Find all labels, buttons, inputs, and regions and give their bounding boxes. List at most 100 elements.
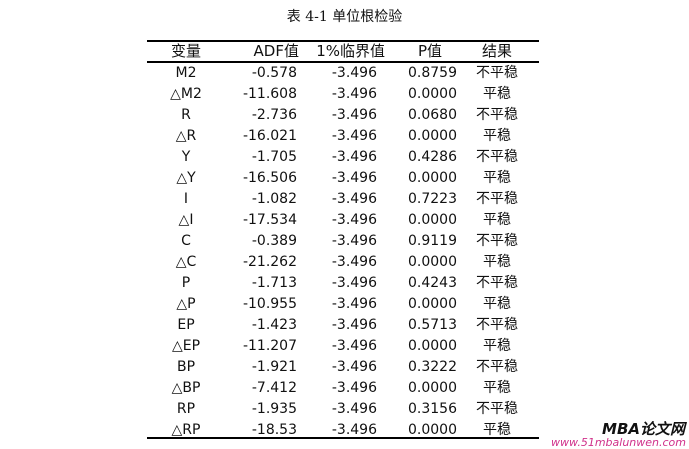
- cell-variable: △EP: [171, 338, 201, 354]
- table-row: I -1.082 -3.496 0.7223 不平稳: [147, 189, 539, 210]
- cell-critical: -3.496: [331, 170, 377, 186]
- cell-critical: -3.496: [331, 401, 377, 417]
- cell-adf: -16.021: [242, 128, 297, 144]
- cell-adf: -1.713: [251, 275, 297, 291]
- cell-p: 0.0000: [408, 422, 457, 438]
- cell-result: 平稳: [483, 380, 511, 396]
- cell-result: 不平稳: [476, 275, 518, 291]
- cell-critical: -3.496: [331, 128, 377, 144]
- cell-critical: -3.496: [331, 233, 377, 249]
- cell-variable: △M2: [170, 86, 202, 102]
- cell-p: 0.0000: [408, 128, 457, 144]
- cell-critical: -3.496: [331, 296, 377, 312]
- cell-p: 0.4286: [408, 149, 457, 165]
- cell-variable: I: [183, 191, 189, 207]
- cell-p: 0.3222: [408, 359, 457, 375]
- table-row: RP -1.935 -3.496 0.3156 不平稳: [147, 399, 539, 420]
- cell-result: 平稳: [483, 254, 511, 270]
- cell-p: 0.0000: [408, 380, 457, 396]
- watermark-logo: MBA论文网: [602, 420, 685, 438]
- cell-adf: -7.412: [251, 380, 297, 396]
- cell-adf: -1.082: [251, 191, 297, 207]
- table-row: △EP -11.207 -3.496 0.0000 平稳: [147, 336, 539, 357]
- cell-adf: -0.389: [251, 233, 297, 249]
- cell-p: 0.0000: [408, 86, 457, 102]
- cell-variable: P: [181, 275, 191, 291]
- bottom-rule: [147, 437, 539, 439]
- cell-p: 0.0680: [408, 107, 457, 123]
- cell-critical: -3.496: [331, 380, 377, 396]
- cell-p: 0.0000: [408, 170, 457, 186]
- cell-adf: -1.935: [251, 401, 297, 417]
- table-row: △M2 -11.608 -3.496 0.0000 平稳: [147, 84, 539, 105]
- cell-variable: Y: [181, 149, 191, 165]
- cell-result: 平稳: [483, 128, 511, 144]
- cell-critical: -3.496: [331, 422, 377, 438]
- table-row: M2 -0.578 -3.496 0.8759 不平稳: [147, 63, 539, 84]
- cell-variable: RP: [176, 401, 196, 417]
- cell-result: 平稳: [483, 170, 511, 186]
- cell-variable: △R: [175, 128, 197, 144]
- cell-critical: -3.496: [331, 275, 377, 291]
- cell-result: 不平稳: [476, 317, 518, 333]
- cell-result: 不平稳: [476, 149, 518, 165]
- table-row: C -0.389 -3.496 0.9119 不平稳: [147, 231, 539, 252]
- cell-p: 0.3156: [408, 401, 457, 417]
- cell-p: 0.0000: [408, 254, 457, 270]
- cell-p: 0.9119: [408, 233, 457, 249]
- cell-result: 平稳: [483, 296, 511, 312]
- cell-critical: -3.496: [331, 86, 377, 102]
- cell-adf: -2.736: [251, 107, 297, 123]
- cell-p: 0.7223: [408, 191, 457, 207]
- cell-critical: -3.496: [331, 254, 377, 270]
- cell-variable: △I: [178, 212, 194, 228]
- cell-result: 平稳: [483, 212, 511, 228]
- table-row: △BP -7.412 -3.496 0.0000 平稳: [147, 378, 539, 399]
- cell-variable: △P: [176, 296, 196, 312]
- cell-p: 0.5713: [408, 317, 457, 333]
- cell-adf: -21.262: [242, 254, 297, 270]
- cell-critical: -3.496: [331, 359, 377, 375]
- table-row: Y -1.705 -3.496 0.4286 不平稳: [147, 147, 539, 168]
- cell-result: 不平稳: [476, 359, 518, 375]
- cell-result: 平稳: [483, 86, 511, 102]
- header-result: 结果: [481, 42, 512, 60]
- cell-result: 不平稳: [476, 233, 518, 249]
- cell-variable: △BP: [171, 380, 201, 396]
- table-header: 变量 ADF值 1%临界值 P值 结果: [147, 41, 539, 62]
- cell-variable: R: [181, 107, 191, 123]
- cell-variable: EP: [177, 317, 195, 333]
- table-row: EP -1.423 -3.496 0.5713 不平稳: [147, 315, 539, 336]
- cell-result: 平稳: [483, 338, 511, 354]
- watermark-url: www.51mbalunwen.com: [551, 436, 686, 449]
- cell-adf: -10.955: [242, 296, 297, 312]
- cell-p: 0.0000: [408, 338, 457, 354]
- table-row: BP -1.921 -3.496 0.3222 不平稳: [147, 357, 539, 378]
- table-row: △I -17.534 -3.496 0.0000 平稳: [147, 210, 539, 231]
- cell-critical: -3.496: [331, 212, 377, 228]
- cell-p: 0.4243: [408, 275, 457, 291]
- cell-critical: -3.496: [331, 191, 377, 207]
- table-row: △RP -18.53 -3.496 0.0000 平稳: [147, 420, 539, 441]
- table-row: △R -16.021 -3.496 0.0000 平稳: [147, 126, 539, 147]
- cell-adf: -1.705: [251, 149, 297, 165]
- cell-adf: -18.53: [251, 422, 297, 438]
- cell-critical: -3.496: [331, 65, 377, 81]
- table-row: △Y -16.506 -3.496 0.0000 平稳: [147, 168, 539, 189]
- table-row: R -2.736 -3.496 0.0680 不平稳: [147, 105, 539, 126]
- cell-p: 0.0000: [408, 212, 457, 228]
- table-row: △C -21.262 -3.496 0.0000 平稳: [147, 252, 539, 273]
- table-row: △P -10.955 -3.496 0.0000 平稳: [147, 294, 539, 315]
- top-rule: [147, 40, 539, 42]
- cell-adf: -1.921: [251, 359, 297, 375]
- cell-result: 平稳: [483, 422, 511, 438]
- cell-result: 不平稳: [476, 401, 518, 417]
- cell-variable: C: [181, 233, 191, 249]
- header-p: P值: [417, 42, 442, 60]
- cell-p: 0.0000: [408, 296, 457, 312]
- table-title: 表 4-1 单位根检验: [286, 9, 403, 25]
- cell-adf: -16.506: [242, 170, 297, 186]
- cell-adf: -1.423: [251, 317, 297, 333]
- cell-variable: △C: [175, 254, 197, 270]
- cell-variable: △Y: [176, 170, 196, 186]
